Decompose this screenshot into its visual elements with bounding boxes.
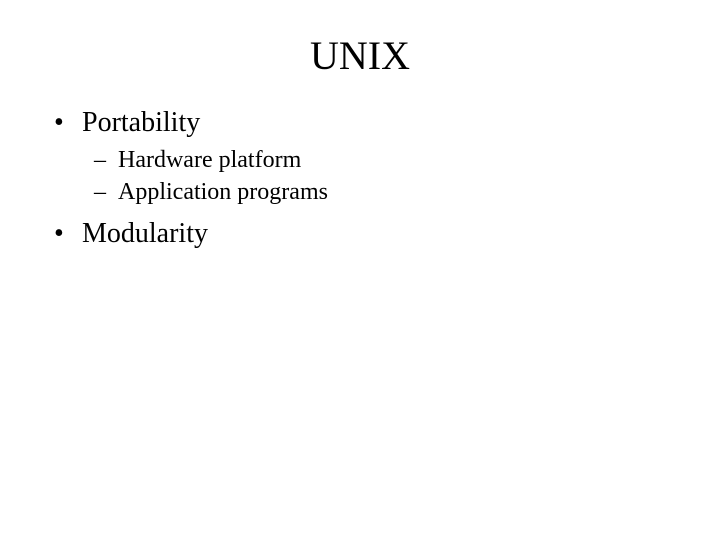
bullet-icon: • <box>54 103 82 144</box>
slide: UNIX • Portability – Hardware platform –… <box>0 0 720 540</box>
list-item-label: Modularity <box>82 214 208 255</box>
list-item-label: Application programs <box>118 176 328 208</box>
bullet-icon: • <box>54 214 82 255</box>
list-item-label: Portability <box>82 103 200 144</box>
dash-icon: – <box>94 176 118 208</box>
list-item: – Hardware platform <box>54 144 666 176</box>
list-item: – Application programs <box>54 176 666 208</box>
slide-body: • Portability – Hardware platform – Appl… <box>0 103 720 255</box>
list-item: • Modularity <box>54 214 666 255</box>
list-item: • Portability <box>54 103 666 144</box>
dash-icon: – <box>94 144 118 176</box>
list-item-label: Hardware platform <box>118 144 301 176</box>
slide-title: UNIX <box>0 0 720 103</box>
